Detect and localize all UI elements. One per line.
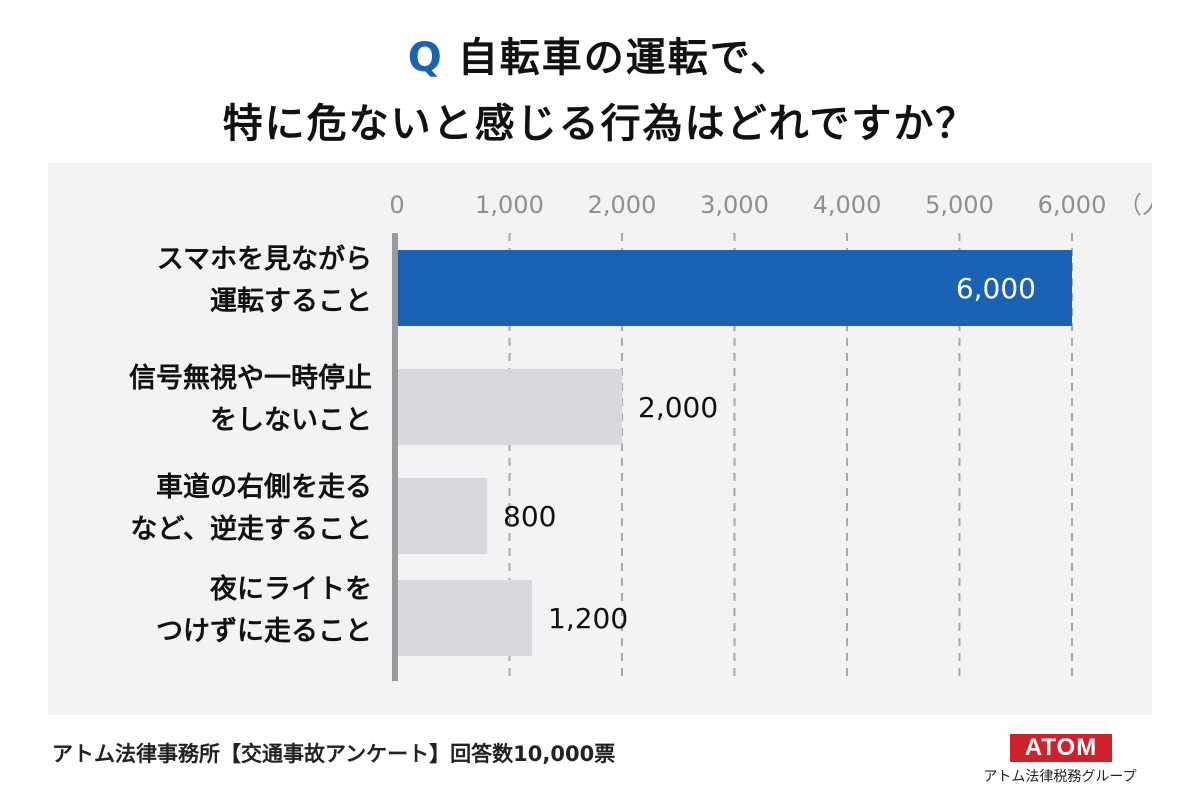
category-label-2-1: など、逆走すること [130, 513, 372, 545]
category-label-1-1: をしないこと [210, 405, 372, 436]
chart-title-line2: 特に危ないと感じる行為はどれですか？ [222, 101, 978, 147]
bar-2 [397, 478, 487, 554]
x-tick-label-6: 6,000 [1038, 191, 1107, 219]
category-label-1-0: 信号無視や一時停止 [129, 362, 372, 394]
bar-1 [397, 369, 622, 445]
bar-value-label-0: 6,000 [956, 272, 1036, 305]
bar-chart: 0 1,000 2,000 3,000 4,000 5,000 6,000 （人） 6,000 ス… [129, 191, 1152, 681]
x-tick-label-5: 5,000 [925, 191, 994, 219]
chart-panel: 0 1,000 2,000 3,000 4,000 5,000 6,000 （人） 6,000 ス… [48, 163, 1152, 715]
bar-3 [397, 580, 532, 656]
category-label-0-1: 運転すること [210, 286, 372, 317]
category-label-0-0: スマホを見ながら [157, 243, 372, 275]
atom-logo: ATOM [1010, 734, 1112, 762]
bar-value-label-2: 800 [503, 500, 556, 533]
survey-source-note: アトム法律事務所【交通事故アンケート】回答数10,000票 [52, 742, 616, 766]
bar-value-label-3: 1,200 [548, 602, 628, 635]
q-mark: Q [407, 35, 444, 81]
bar-0 [397, 250, 1072, 326]
chart-title-line1: Q 自転車の運転で、 [0, 32, 1200, 84]
x-tick-label-4: 4,000 [813, 191, 882, 219]
category-label-3-0: 夜にライトを [209, 573, 372, 605]
chart-title-text1: 自転車の運転で、 [457, 35, 793, 81]
x-tick-label-0: 0 [389, 191, 404, 219]
x-tick-label-2: 2,000 [588, 191, 657, 219]
category-label-2-0: 車道の右側を走る [156, 471, 372, 503]
x-tick-label-3: 3,000 [700, 191, 769, 219]
category-label-3-1: つけずに走ること [156, 616, 372, 647]
x-axis-unit: （人） [1118, 191, 1152, 219]
x-tick-label-1: 1,000 [475, 191, 544, 219]
bar-value-label-1: 2,000 [638, 391, 718, 424]
atom-logo-subtitle: アトム法律税務グループ [983, 769, 1137, 785]
